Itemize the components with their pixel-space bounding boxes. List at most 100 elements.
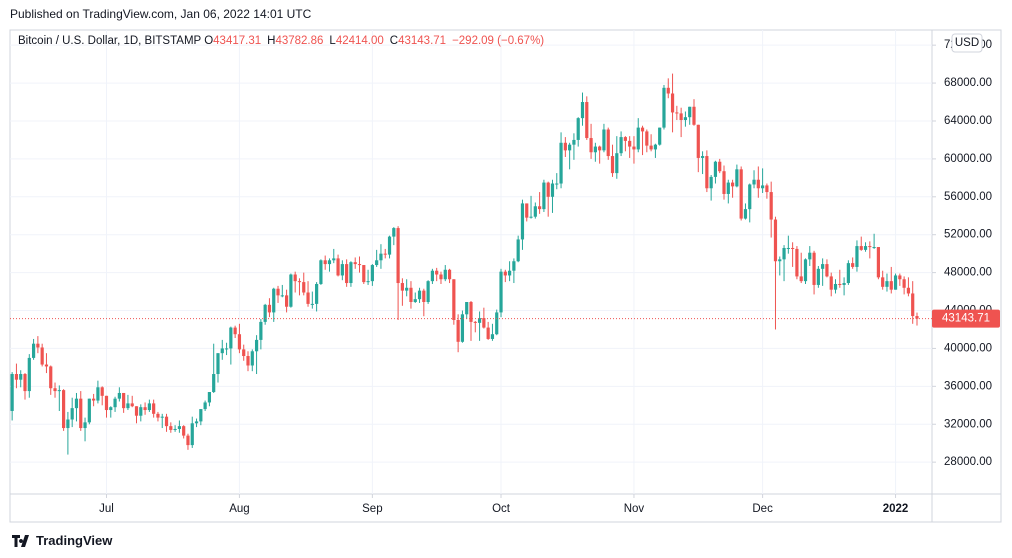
candle-body: [628, 140, 632, 147]
candle-body: [349, 262, 353, 284]
candle-body: [486, 327, 490, 339]
candle-body: [739, 169, 743, 219]
candle-body: [881, 277, 885, 287]
candle-body: [49, 366, 53, 389]
candle-body: [134, 406, 139, 416]
candle-body: [490, 334, 495, 339]
candle-body: [825, 264, 829, 277]
candle-body: [104, 395, 109, 411]
candle-body: [473, 321, 477, 323]
candle-body: [623, 137, 627, 141]
candle-body: [246, 356, 250, 366]
candle-body: [194, 421, 199, 424]
brand-name: TradingView: [36, 533, 113, 548]
y-tick-label: 64000.00: [944, 115, 992, 127]
candle-body: [357, 264, 362, 266]
candle-body: [872, 247, 876, 249]
candle-body: [533, 206, 537, 217]
candle-body: [833, 283, 838, 290]
candle-body: [263, 304, 267, 322]
candle-body: [640, 127, 645, 132]
legend-key: H: [267, 35, 276, 47]
candle-body: [237, 334, 242, 350]
candle-body: [606, 129, 610, 157]
candle-body: [297, 281, 302, 283]
candle-body: [370, 265, 374, 282]
candle-body: [585, 102, 589, 139]
candle-body: [512, 261, 516, 271]
x-tick-label: Jul: [99, 503, 114, 515]
candle-body: [799, 276, 803, 282]
candle-body: [765, 185, 769, 193]
candle-body: [375, 260, 379, 266]
candle-body: [876, 247, 880, 278]
candle-body: [207, 392, 212, 403]
candle-body: [409, 287, 413, 302]
candle-body: [572, 139, 576, 145]
candle-body: [143, 407, 147, 411]
candle-body: [203, 402, 207, 410]
candle-body: [898, 275, 902, 280]
candle-body: [855, 246, 859, 267]
candle-body: [713, 161, 718, 177]
candle-body: [109, 407, 113, 411]
candle-body: [362, 265, 366, 283]
candle-body: [915, 316, 919, 319]
candle-body: [846, 263, 850, 284]
y-tick-label: 36000.00: [944, 380, 992, 392]
candle-body: [216, 353, 220, 375]
candle-body: [808, 252, 812, 260]
candle-body: [679, 113, 683, 121]
candle-body: [224, 348, 229, 350]
symbol-title: Bitcoin / U.S. Dollar, 1D, BITSTAMP: [18, 35, 201, 47]
candle-body: [19, 374, 23, 380]
price-label: 43143.71: [942, 313, 990, 325]
candle-body: [62, 390, 66, 429]
candle-body: [752, 179, 756, 185]
x-tick-label: Dec: [752, 503, 773, 515]
ohlc-legend: O43417.31 H43782.86 L42414.00 C43143.71: [204, 35, 452, 47]
candle-body: [272, 288, 276, 313]
candle-body: [417, 290, 422, 300]
candle-body: [92, 398, 96, 401]
candle-body: [254, 339, 259, 352]
brand: TradingView: [12, 533, 112, 548]
candle-body: [302, 282, 306, 293]
candle-body: [525, 203, 529, 218]
candle-body: [460, 314, 465, 342]
y-tick-label: 40000.00: [944, 342, 992, 354]
candle-body: [632, 146, 636, 150]
candle-body: [499, 271, 503, 313]
candle-body: [550, 183, 555, 197]
candle-body: [863, 246, 868, 250]
candle-body: [730, 182, 735, 187]
candle-body: [692, 106, 696, 125]
candle-body: [653, 144, 657, 150]
candle-body: [113, 398, 117, 408]
candle-body: [735, 169, 739, 187]
y-tick-label: 48000.00: [944, 267, 992, 279]
candle-body: [482, 318, 486, 328]
candle-body: [696, 124, 700, 158]
candle-body: [842, 283, 846, 285]
candle-body: [645, 131, 649, 146]
candle-body: [177, 426, 181, 429]
candle-body: [57, 390, 61, 392]
candle-body: [610, 156, 615, 174]
candle-body: [383, 253, 387, 255]
candle-body: [400, 283, 404, 291]
candle-body: [705, 156, 709, 189]
candle-body: [795, 248, 799, 277]
candle-body: [469, 301, 473, 322]
candle-body: [220, 348, 224, 354]
price-label-box: [932, 309, 1000, 328]
candle-body: [319, 260, 323, 284]
candle-body: [778, 259, 782, 262]
candle-body: [906, 287, 911, 294]
candle-body: [70, 408, 74, 420]
candle-body: [315, 283, 319, 304]
candle-body: [199, 409, 203, 422]
candle-body: [353, 262, 357, 265]
candle-body: [439, 274, 443, 280]
candle-body: [859, 246, 863, 250]
